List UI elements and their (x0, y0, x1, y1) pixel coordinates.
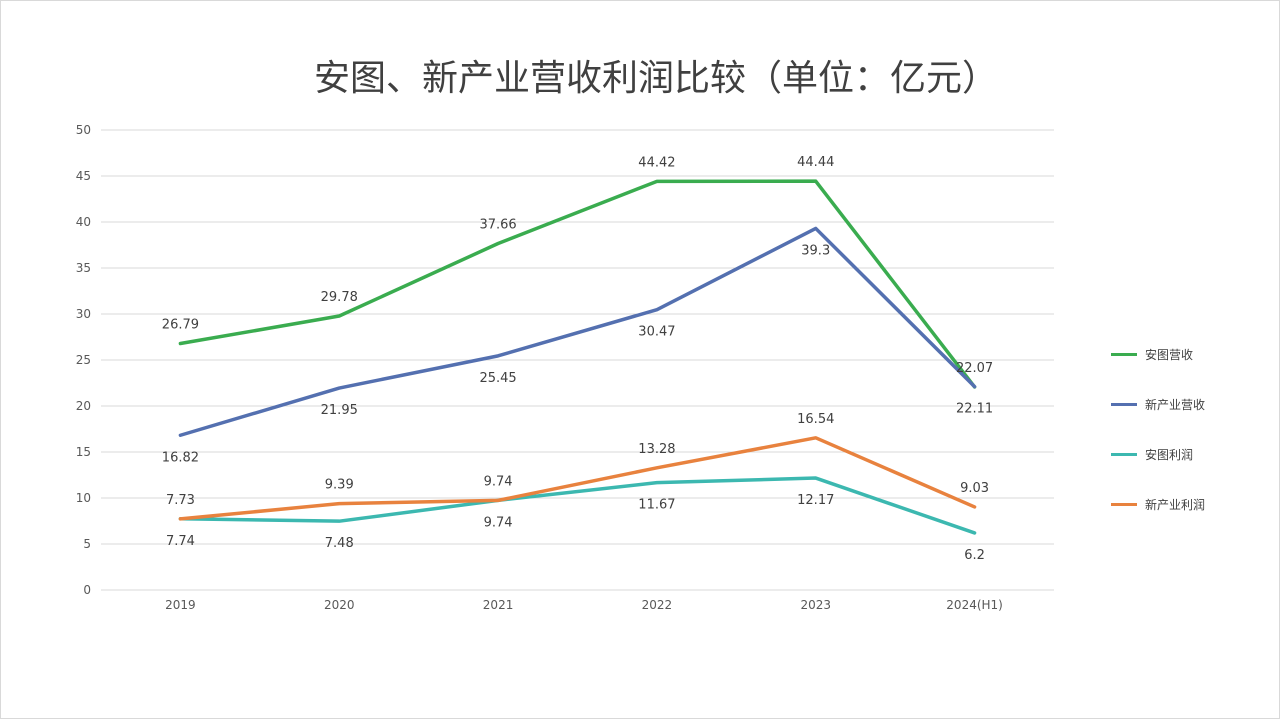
y-tick-label: 20 (76, 399, 91, 413)
y-tick-label: 0 (83, 583, 91, 597)
data-label: 13.28 (638, 442, 675, 457)
data-label: 39.3 (801, 243, 830, 258)
data-label: 9.74 (484, 515, 513, 530)
y-tick-label: 50 (76, 123, 91, 137)
data-label: 7.74 (166, 534, 195, 549)
y-tick-label: 45 (76, 169, 91, 183)
legend-item-antu-profit: 安图利润 (1111, 429, 1271, 479)
data-label: 7.73 (166, 493, 195, 508)
series-line (178, 179, 977, 389)
series-line (178, 476, 977, 535)
y-tick-label: 15 (76, 445, 91, 459)
chart-title: 安图、新产业营收利润比较（单位：亿元） (313, 58, 998, 99)
data-label: 37.66 (479, 218, 516, 233)
legend-label: 安图利润 (1145, 447, 1194, 462)
x-tick-label: 2020 (324, 598, 355, 612)
data-label: 9.03 (960, 481, 989, 496)
data-label: 7.48 (325, 536, 354, 551)
y-tick-label: 25 (76, 353, 91, 367)
data-label: 30.47 (638, 325, 675, 340)
y-tick-label: 5 (83, 537, 91, 551)
data-label: 44.44 (797, 155, 834, 170)
data-label: 6.2 (964, 548, 985, 563)
y-tick-label: 40 (76, 215, 91, 229)
legend-swatch (1111, 402, 1137, 406)
x-tick-label: 2019 (165, 598, 196, 612)
data-label: 44.42 (638, 155, 675, 170)
data-label: 9.74 (484, 474, 513, 489)
y-tick-label: 35 (76, 261, 91, 275)
series-line (178, 436, 977, 521)
legend-label: 安图营收 (1145, 347, 1194, 362)
data-label: 11.67 (638, 498, 675, 513)
data-label: 12.17 (797, 493, 834, 508)
legend-item-antu-revenue: 安图营收 (1111, 329, 1271, 379)
legend-swatch (1111, 452, 1137, 456)
x-tick-label: 2021 (483, 598, 514, 612)
legend-item-xinchanye-revenue: 新产业营收 (1111, 379, 1271, 429)
legend-swatch (1111, 352, 1137, 356)
data-label: 16.54 (797, 412, 834, 427)
legend-label: 新产业利润 (1145, 497, 1206, 512)
data-label: 22.07 (956, 361, 993, 376)
x-tick-label: 2024(H1) (946, 598, 1003, 612)
data-label: 21.95 (321, 403, 358, 418)
data-label: 26.79 (162, 318, 199, 333)
legend-item-xinchanye-profit: 新产业利润 (1111, 479, 1271, 529)
series-line (178, 226, 977, 438)
data-label: 9.39 (325, 478, 354, 493)
data-label: 16.82 (162, 450, 199, 465)
legend-swatch (1111, 502, 1137, 506)
y-tick-label: 10 (76, 491, 91, 505)
data-label: 25.45 (479, 371, 516, 386)
y-tick-label: 30 (76, 307, 91, 321)
x-tick-label: 2023 (800, 598, 831, 612)
legend-label: 新产业营收 (1145, 397, 1206, 412)
data-label: 29.78 (321, 290, 358, 305)
x-tick-label: 2022 (642, 598, 673, 612)
data-label: 22.11 (956, 402, 993, 417)
legend: 安图营收 新产业营收 安图利润 新产业利润 (1111, 329, 1271, 529)
